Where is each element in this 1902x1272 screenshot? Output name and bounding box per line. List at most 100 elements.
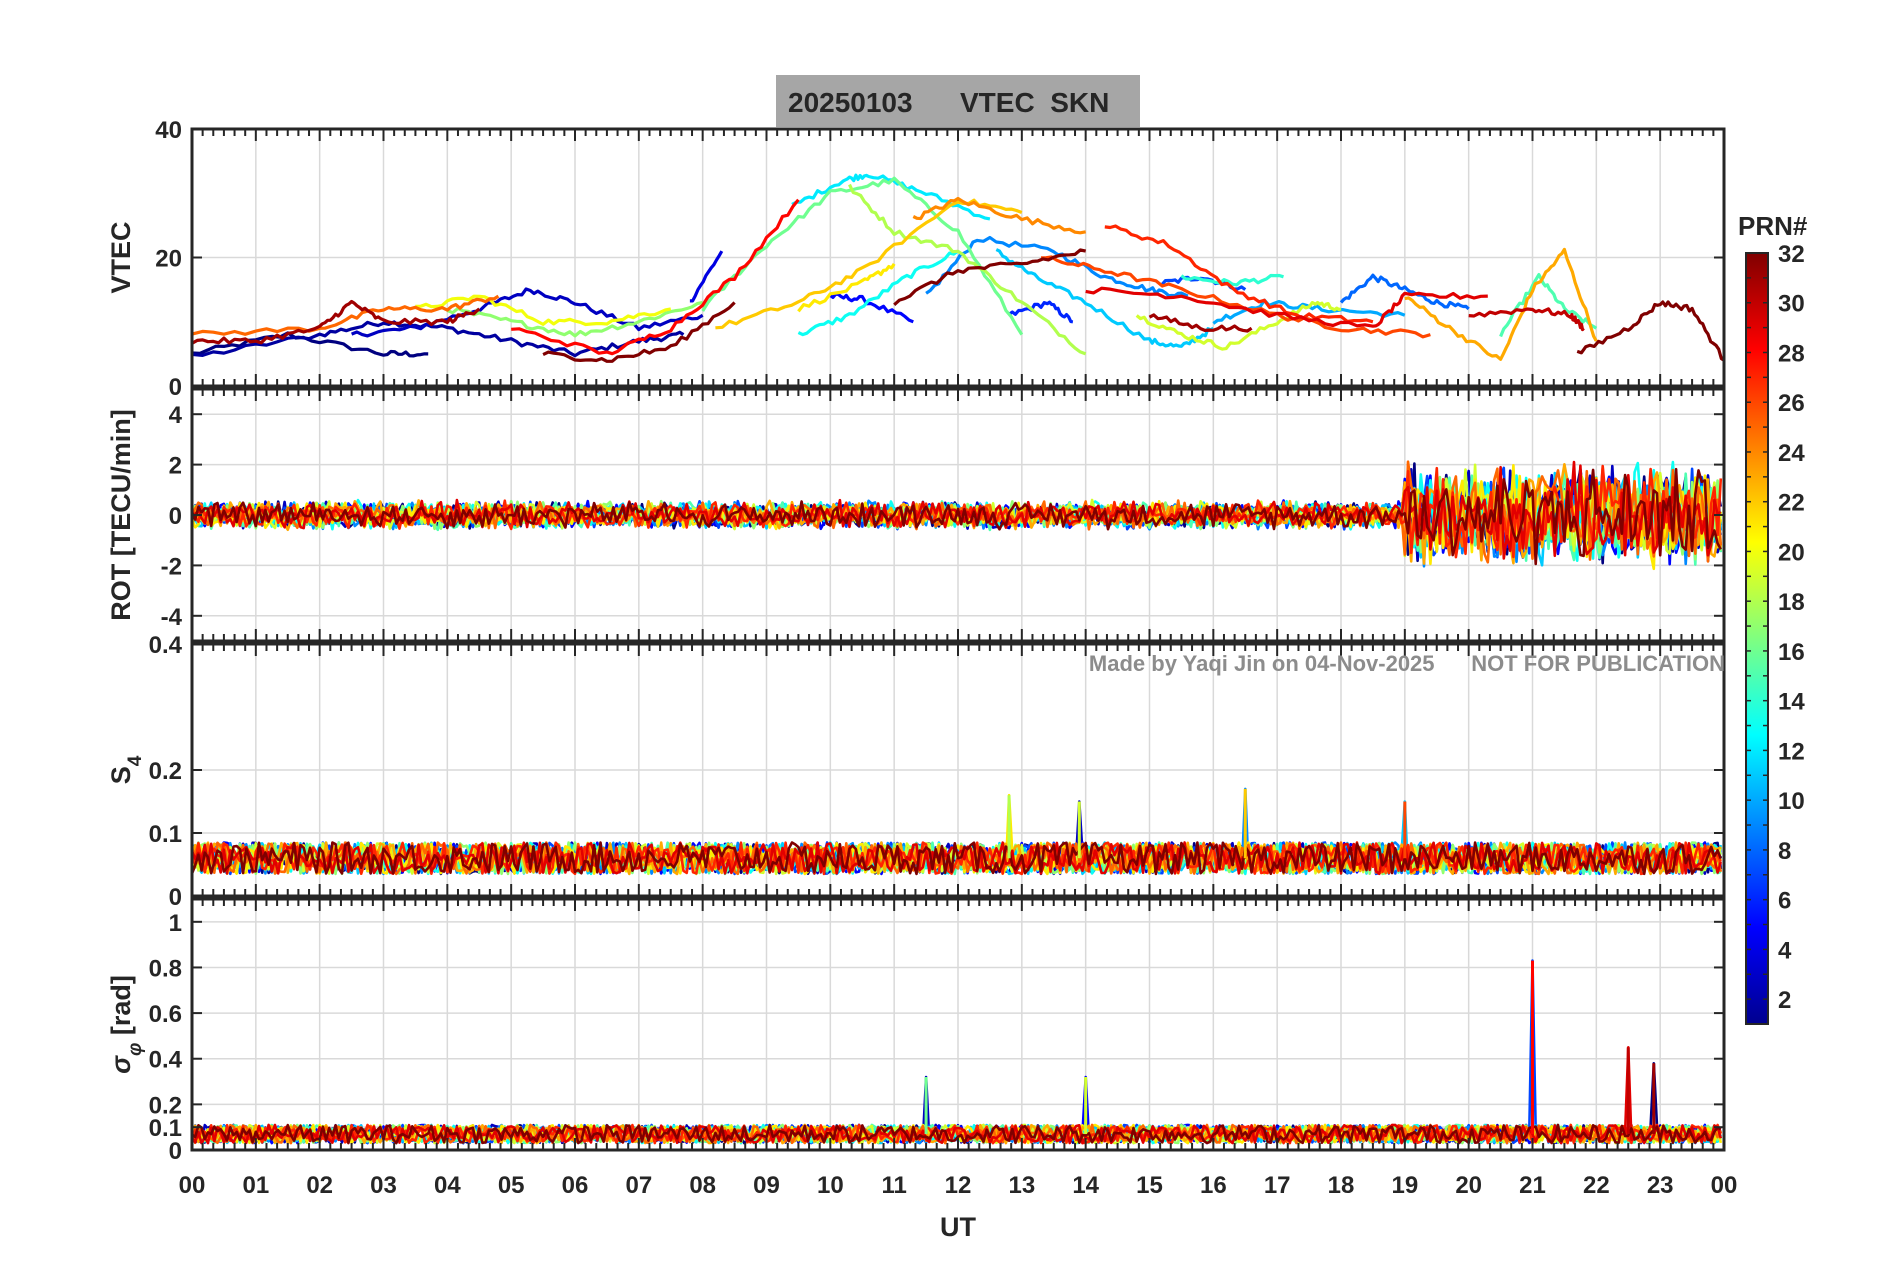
x-tick-label: 00	[179, 1172, 206, 1199]
colorbar-tick-label: 16	[1778, 639, 1805, 666]
x-tick-label: 04	[434, 1172, 461, 1199]
x-tick-label: 09	[753, 1172, 780, 1199]
colorbar-tick-label: 18	[1778, 589, 1805, 616]
vtec-series-prn-19	[1135, 300, 1342, 351]
vtec-series-prn-8	[1339, 273, 1470, 311]
rot-tick-label: -2	[161, 553, 182, 580]
x-tick-label: 16	[1200, 1172, 1227, 1199]
rot-y-label: ROT [TECU/min]	[106, 409, 136, 620]
s4-y-label: S4	[106, 755, 146, 784]
colorbar-tick-label: 6	[1778, 888, 1791, 915]
vtec-series-prn-28	[511, 198, 800, 356]
vtec-tick-label: 20	[155, 246, 182, 273]
vtec-series-prn-18	[848, 183, 1087, 356]
vtec-series-prn-24	[912, 196, 1086, 235]
colorbar-tick-label: 10	[1778, 788, 1805, 815]
s4-tick-label: 0.1	[149, 821, 182, 848]
x-tick-label: 23	[1647, 1172, 1674, 1199]
rot-series-prn-32	[190, 467, 1722, 566]
colorbar-tick-label: 28	[1778, 340, 1805, 367]
vtec-series-prn-3	[351, 287, 704, 338]
x-tick-label: 11	[881, 1172, 906, 1199]
title-box	[776, 75, 1140, 127]
rot-series-prn-27	[190, 464, 1723, 559]
colorbar-tick-label: 2	[1778, 987, 1791, 1014]
vtec-series-prn-31	[1148, 313, 1253, 333]
x-tick-label: 02	[306, 1172, 333, 1199]
sigma-tick-label: 1	[169, 910, 182, 937]
x-tick-label: 08	[689, 1172, 716, 1199]
colorbar-tick-label: 26	[1778, 390, 1805, 417]
x-tick-label: 17	[1264, 1172, 1291, 1199]
sigma-series-prn-29	[190, 1046, 1723, 1145]
x-tick-label: 14	[1072, 1172, 1099, 1199]
sigma-tick-label: 0.1	[149, 1115, 182, 1142]
vtec-series-prn-30	[1468, 307, 1585, 332]
vtec-series-prn-27	[1104, 224, 1374, 324]
vtec-series-prn-16	[701, 176, 1024, 336]
x-tick-label: 15	[1136, 1172, 1163, 1199]
x-tick-label: 21	[1519, 1172, 1546, 1199]
vtec-series-prn-5	[829, 292, 914, 324]
sigma-tick-label: 0.2	[149, 1092, 182, 1119]
vtec-tick-label: 0	[169, 374, 182, 401]
vtec-series-prn-23	[1404, 247, 1598, 361]
frame-layer	[190, 127, 1726, 1152]
vtec-series-prn-12	[791, 173, 991, 221]
x-tick-label: 01	[242, 1172, 269, 1199]
x-tick-label: 05	[498, 1172, 525, 1199]
title-text: VTEC SKN	[960, 87, 1109, 118]
vtec-series-prn-6	[1008, 300, 1074, 324]
vtec-tick-label: 40	[155, 117, 182, 144]
s4-y-label-sub: 4	[125, 755, 146, 766]
colorbar-tick-label: 32	[1778, 241, 1805, 268]
rot-y-label-main: ROT [TECU/min]	[106, 409, 136, 620]
colorbar-tick-label: 30	[1778, 291, 1805, 318]
x-tick-label: 06	[562, 1172, 589, 1199]
colorbar-tick-label: 20	[1778, 539, 1805, 566]
rot-tick-label: 4	[169, 402, 183, 429]
sigma-y-label: σφ [rad]	[106, 975, 146, 1074]
colorbar-tick-label: 4	[1778, 937, 1792, 964]
s4-y-label-main: S	[106, 766, 136, 784]
vtec-y-label-main: VTEC	[106, 221, 136, 293]
colorbar-tick-label: 8	[1778, 838, 1791, 865]
s4-series-prn-32	[190, 841, 1723, 876]
vtec-series-prn-11	[995, 248, 1215, 348]
sigma-series-prn-7	[190, 959, 1722, 1145]
x-tick-label: 03	[370, 1172, 397, 1199]
x-tick-label: 20	[1455, 1172, 1482, 1199]
colorbar-label: PRN#	[1738, 211, 1808, 241]
colorbar-tick-label: 14	[1778, 689, 1805, 716]
x-tick-label: 18	[1328, 1172, 1355, 1199]
vtec-series-prn-26	[1040, 255, 1431, 339]
vtec-series-prn-17	[446, 300, 704, 338]
vtec-series-prn-29	[1085, 286, 1488, 328]
vtec-y-label: VTEC	[106, 221, 136, 293]
data-layer	[190, 173, 1725, 1145]
vtec-series-prn-31	[191, 299, 481, 345]
rot-tick-label: 0	[169, 503, 182, 530]
vtec-series-prn-14	[1180, 273, 1284, 287]
x-tick-label: 00	[1711, 1172, 1738, 1199]
colorbar-tick-label: 24	[1778, 440, 1805, 467]
vtec-series-prn-32	[1576, 300, 1725, 362]
sigma-tick-label: 0.8	[149, 955, 182, 982]
s4-tick-label: 0	[169, 884, 182, 911]
sigma-tick-label: 0.6	[149, 1001, 182, 1028]
colorbar-tick-label: 22	[1778, 490, 1805, 517]
sigma-y-label-unit: [rad]	[106, 975, 136, 1043]
colorbar-tick-label: 12	[1778, 738, 1805, 765]
vtec-series-prn-32	[542, 301, 736, 363]
vtec-series-prn-32	[893, 248, 1087, 306]
x-tick-label: 19	[1391, 1172, 1418, 1199]
x-tick-label: 13	[1008, 1172, 1035, 1199]
x-tick-label: 10	[817, 1172, 844, 1199]
vtec-series-prn-15	[1499, 273, 1598, 338]
x-tick-label: 22	[1583, 1172, 1610, 1199]
colorbar-gradient	[1745, 252, 1769, 1025]
watermark: Made by Yaqi Jin on 04-Nov-2025 NOT FOR …	[1089, 651, 1725, 676]
